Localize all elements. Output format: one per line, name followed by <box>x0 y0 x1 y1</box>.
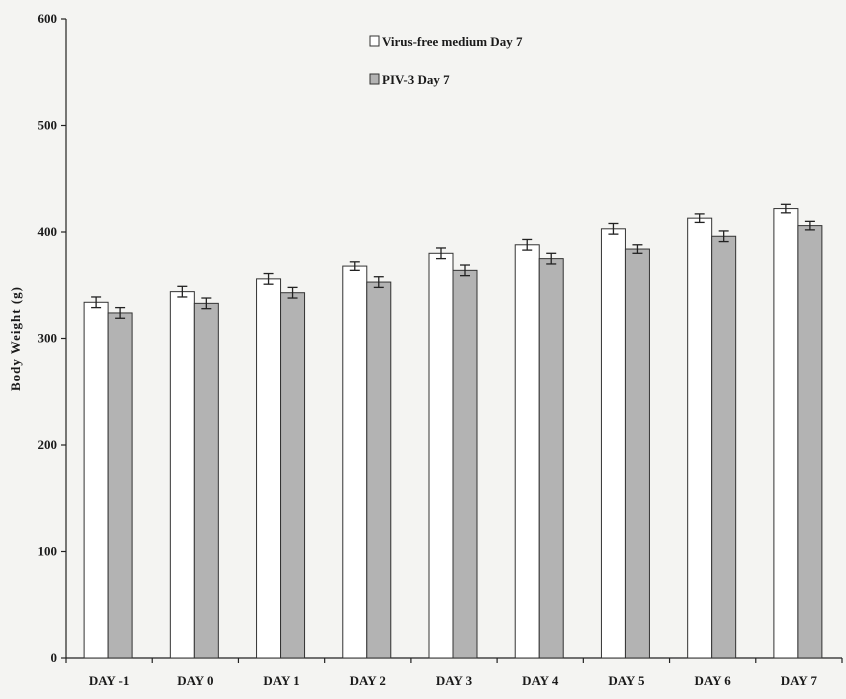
bar-piv3 <box>107 312 133 659</box>
y-tick-label: 100 <box>38 544 58 559</box>
bar-piv3 <box>193 302 219 659</box>
error-bar <box>91 296 102 309</box>
error-bar <box>460 264 470 277</box>
error-bar <box>349 261 360 271</box>
x-category-label: DAY 6 <box>695 673 732 688</box>
x-category-label: DAY 5 <box>608 673 645 688</box>
x-category-label: DAY 4 <box>522 673 559 688</box>
bar-piv3 <box>366 281 392 659</box>
x-ticks: DAY -1 DAY 0 DAY 1 DAY 2 DAY 3 DAY 4 DAY 5 DAY … <box>65 658 843 688</box>
x-category-label: DAY 7 <box>781 673 818 688</box>
y-tick-label: 500 <box>38 118 58 133</box>
x-category-label: DAY 0 <box>177 673 213 688</box>
error-bar <box>718 230 729 243</box>
bar-virus-free <box>514 244 540 659</box>
error-bar <box>287 286 298 299</box>
y-tick-label: 200 <box>38 437 58 452</box>
y-tick-label: 0 <box>51 650 58 665</box>
error-bar <box>608 222 619 235</box>
y-tick-label: 600 <box>38 11 58 26</box>
bar-virus-free <box>600 228 626 659</box>
error-bar <box>804 220 815 231</box>
error-bar <box>780 203 791 214</box>
bar-piv3 <box>624 248 650 659</box>
bar-piv3 <box>711 235 737 659</box>
bar-piv3 <box>797 225 823 659</box>
x-category-label: DAY -1 <box>89 673 130 688</box>
bar-virus-free <box>687 217 713 659</box>
bar-piv3 <box>452 269 478 659</box>
bar-piv3 <box>538 258 564 659</box>
error-bar <box>436 247 446 260</box>
x-category-label: DAY 2 <box>350 673 386 688</box>
y-ticks: 0 100 200 300 400 500 600 <box>38 11 66 665</box>
legend: Virus-free medium Day 7 PIV-3 Day 7 <box>369 34 523 87</box>
y-axis-title: Body Weight (g) <box>8 286 23 391</box>
bar-virus-free <box>428 252 454 659</box>
error-bar <box>263 272 274 285</box>
legend-label-virus-free: Virus-free medium Day 7 <box>382 34 523 49</box>
bar-virus-free <box>342 265 368 659</box>
bar-virus-free <box>256 278 282 659</box>
error-bar <box>201 297 212 310</box>
x-category-label: DAY 3 <box>436 673 473 688</box>
y-tick-label: 400 <box>38 224 58 239</box>
bars <box>83 208 823 659</box>
error-bar <box>522 238 533 251</box>
legend-swatch-piv3 <box>369 73 380 85</box>
error-bar <box>546 252 557 265</box>
error-bars <box>91 203 815 319</box>
error-bar <box>115 306 126 319</box>
bar-piv3 <box>280 292 306 659</box>
error-bar <box>694 213 705 224</box>
y-tick-label: 300 <box>38 331 58 346</box>
error-bar <box>373 276 384 289</box>
error-bar <box>177 285 188 298</box>
bar-virus-free <box>169 291 195 659</box>
bar-virus-free <box>773 208 799 659</box>
x-category-label: DAY 1 <box>263 673 299 688</box>
legend-label-piv3: PIV-3 Day 7 <box>382 72 450 87</box>
legend-swatch-virus-free <box>369 35 380 47</box>
bar-virus-free <box>83 301 109 659</box>
error-bar <box>632 244 643 254</box>
